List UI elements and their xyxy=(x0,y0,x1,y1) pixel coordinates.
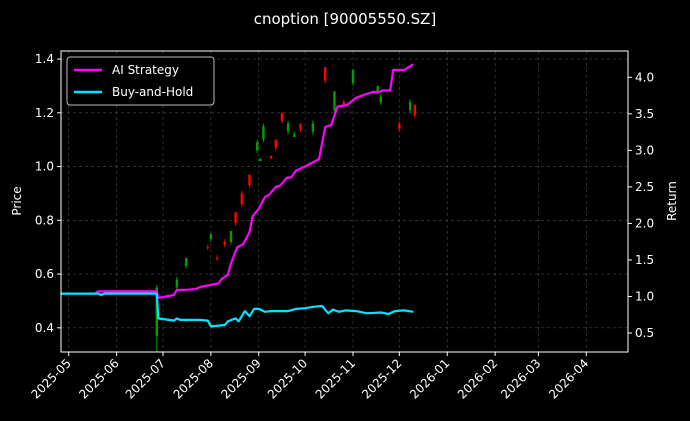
y-tick-label: 1.2 xyxy=(35,106,54,120)
candle xyxy=(413,104,416,119)
legend: AI Strategy Buy-and-Hold xyxy=(66,56,215,106)
candle xyxy=(311,120,315,135)
candle xyxy=(234,212,237,226)
x-tick-label: 2026-04 xyxy=(546,356,591,401)
x-tick-label: 2025-05 xyxy=(28,356,73,401)
candle xyxy=(262,123,265,143)
candle xyxy=(408,99,412,113)
candle xyxy=(342,99,345,105)
y-tick-label: 0.4 xyxy=(35,321,54,335)
x-tick-label: 2025-10 xyxy=(265,356,310,401)
y-tick-label: 1.0 xyxy=(35,160,54,174)
chart-title: cnoption [90005550.SZ] xyxy=(254,10,437,28)
candle xyxy=(299,123,302,132)
candle xyxy=(293,131,296,137)
candle xyxy=(269,155,273,159)
candles xyxy=(155,67,416,352)
candle xyxy=(274,139,277,151)
candle xyxy=(248,174,251,189)
x-tick-label: 2026-03 xyxy=(498,356,543,401)
candle xyxy=(206,244,209,250)
candle xyxy=(323,67,327,84)
y2-tick-label: 3.5 xyxy=(635,107,654,121)
x-tick-label: 2026-01 xyxy=(407,356,452,401)
candle xyxy=(256,139,259,154)
candle xyxy=(240,190,243,207)
series-lines xyxy=(61,63,414,328)
y2-tick-label: 1.5 xyxy=(635,253,654,267)
legend-box xyxy=(66,56,215,106)
y-tick-label: 0.8 xyxy=(35,213,54,227)
y2-tick-label: 2.0 xyxy=(635,216,654,230)
candle xyxy=(229,231,233,245)
y2-tick-label: 3.0 xyxy=(635,143,654,157)
x-tick-label: 2026-02 xyxy=(455,356,500,401)
candle xyxy=(286,120,290,135)
x-axis: 2025-05 2025-06 2025-07 2025-08 2025-09 2025-… xyxy=(28,352,591,402)
y-tick-label: 0.6 xyxy=(35,267,54,281)
candle xyxy=(175,276,179,291)
candle xyxy=(223,239,226,248)
plot-frame xyxy=(60,50,629,353)
y-axis-label: Price xyxy=(10,186,24,215)
x-tick-label: 2025-12 xyxy=(359,356,404,401)
candle xyxy=(209,233,213,242)
candle xyxy=(333,91,336,113)
y2-tick-label: 0.5 xyxy=(635,326,654,340)
x-tick-label: 2025-09 xyxy=(219,356,264,401)
y2-tick-label: 2.5 xyxy=(635,180,654,194)
y2-tick-label: 4.0 xyxy=(635,70,654,84)
y2-axis-label: Return xyxy=(665,181,679,221)
series-line-ai-strategy xyxy=(61,63,414,299)
candle xyxy=(215,255,219,261)
x-tick-label: 2025-08 xyxy=(171,356,216,401)
candle xyxy=(379,94,383,105)
x-tick-label: 2025-07 xyxy=(123,356,168,401)
series-line-buy-and-hold xyxy=(61,292,414,328)
y-tick-label: 1.4 xyxy=(35,52,54,66)
y2-tick-label: 1.0 xyxy=(635,289,654,303)
candle xyxy=(351,69,355,86)
candle xyxy=(184,257,188,269)
legend-label: Buy-and-Hold xyxy=(112,85,193,99)
candle xyxy=(398,120,401,132)
y-axis-right: 0.5 1.0 1.5 2.0 2.5 3.0 3.5 4.0 xyxy=(628,70,654,340)
candle xyxy=(280,112,284,124)
x-tick-label: 2025-06 xyxy=(76,356,121,401)
x-tick-label: 2025-11 xyxy=(313,356,358,401)
y-axis-left: 0.4 0.6 0.8 1.0 1.2 1.4 xyxy=(35,52,61,335)
candle xyxy=(259,158,262,162)
legend-label: AI Strategy xyxy=(112,63,179,77)
